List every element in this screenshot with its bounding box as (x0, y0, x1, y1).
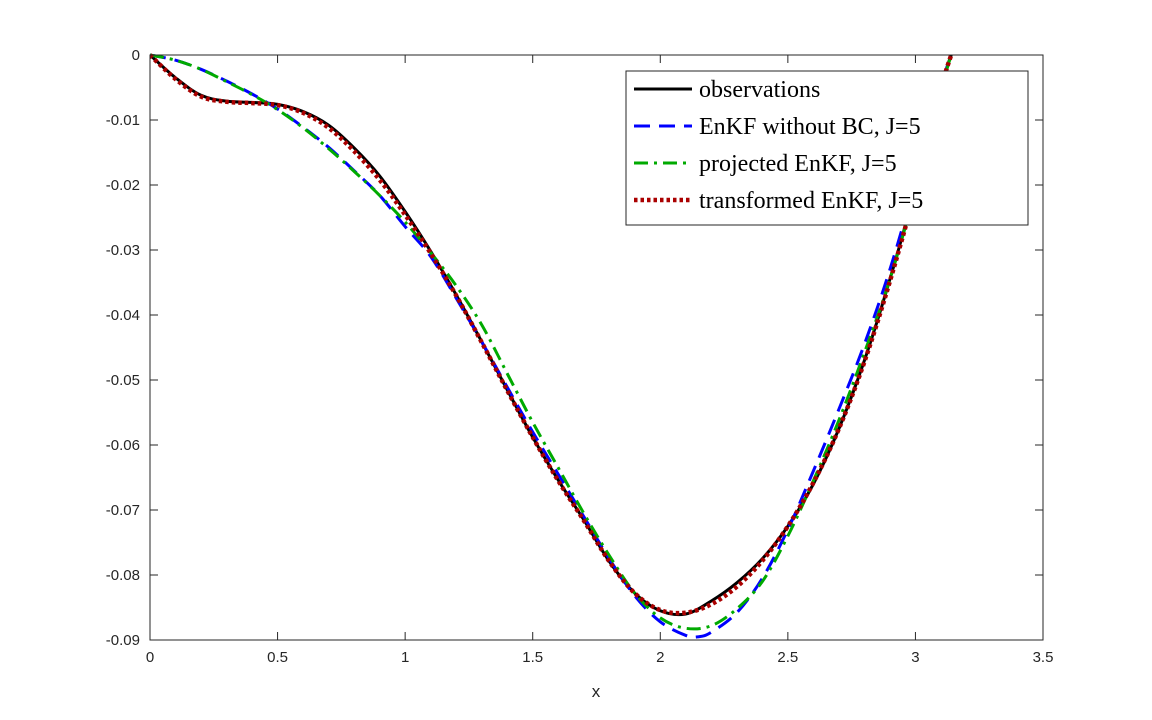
series-line-3 (150, 53, 953, 631)
legend-label: EnKF without BC, J=5 (699, 114, 921, 140)
y-tick-label: -0.01 (106, 112, 140, 129)
legend-label: projected EnKF, J=5 (699, 151, 897, 177)
y-tick-label: -0.06 (106, 437, 140, 454)
x-tick-label: 2.5 (777, 649, 798, 666)
legend: observations EnKF without BC, J=5 projecte… (625, 70, 1029, 226)
x-tick-label: 3.5 (1033, 649, 1054, 666)
y-tick-label: -0.05 (106, 372, 140, 389)
x-tick-label: 3 (911, 649, 919, 666)
y-tick-label: -0.04 (106, 307, 140, 324)
y-tick-label: -0.03 (106, 242, 140, 259)
x-axis-label: x (592, 682, 601, 701)
y-tick-label: 0 (132, 47, 140, 64)
x-tick-label: 1 (401, 649, 409, 666)
legend-label: observations (699, 77, 820, 103)
x-tick-label: 2 (656, 649, 664, 666)
y-tick-label: -0.07 (106, 502, 140, 519)
x-tick-label: 1.5 (522, 649, 543, 666)
y-tick-label: -0.08 (106, 567, 140, 584)
plot-area-frame (149, 54, 1044, 641)
x-tick-label: 0 (146, 649, 154, 666)
y-tick-label: -0.09 (106, 632, 140, 649)
legend-box (625, 70, 1029, 226)
y-tick-label: -0.02 (106, 177, 140, 194)
series-line-4 (150, 53, 954, 616)
legend-label: transformed EnKF, J=5 (699, 188, 923, 214)
x-tick-label: 0.5 (267, 649, 288, 666)
